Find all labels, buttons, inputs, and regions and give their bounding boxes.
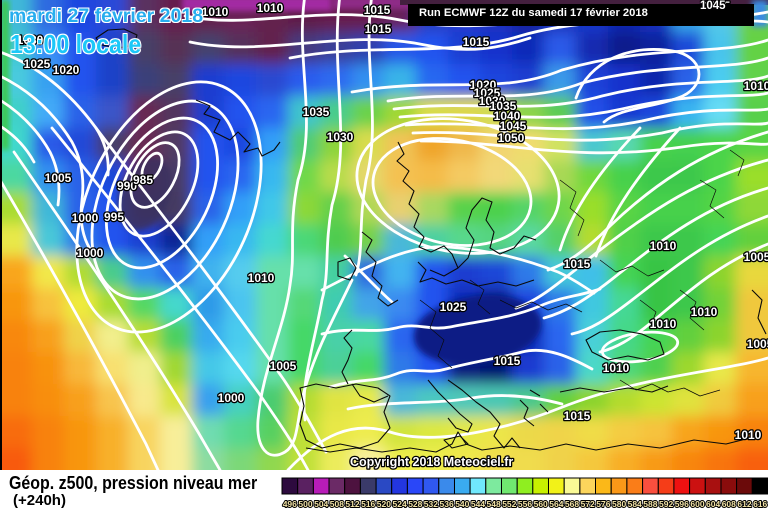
svg-text:596: 596 (675, 499, 689, 509)
svg-text:520: 520 (377, 499, 391, 509)
svg-text:532: 532 (424, 499, 438, 509)
svg-text:1015: 1015 (564, 409, 591, 423)
svg-text:1010: 1010 (257, 1, 284, 15)
svg-text:576: 576 (596, 499, 610, 509)
svg-text:1020: 1020 (470, 78, 497, 92)
svg-text:1010: 1010 (202, 5, 229, 19)
svg-text:536: 536 (440, 499, 454, 509)
svg-text:516: 516 (361, 499, 375, 509)
svg-text:524: 524 (393, 499, 407, 509)
svg-text:1025: 1025 (440, 300, 467, 314)
svg-text:1005: 1005 (747, 337, 768, 351)
svg-text:1005: 1005 (45, 171, 72, 185)
svg-text:1010: 1010 (650, 317, 677, 331)
svg-text:544: 544 (471, 499, 485, 509)
svg-text:985: 985 (133, 173, 153, 187)
svg-text:1010: 1010 (603, 361, 630, 375)
svg-text:1035: 1035 (490, 99, 517, 113)
svg-text:1015: 1015 (463, 35, 490, 49)
svg-text:1005: 1005 (270, 359, 297, 373)
svg-text:1030: 1030 (479, 94, 506, 108)
svg-text:1005: 1005 (744, 250, 768, 264)
svg-text:600: 600 (690, 499, 704, 509)
svg-text:500: 500 (298, 499, 312, 509)
svg-text:572: 572 (581, 499, 595, 509)
svg-text:1000: 1000 (72, 211, 99, 225)
svg-text:616: 616 (753, 499, 767, 509)
svg-text:1030: 1030 (327, 130, 354, 144)
svg-text:1030: 1030 (17, 33, 44, 47)
svg-text:584: 584 (628, 499, 642, 509)
svg-text:1010: 1010 (691, 305, 718, 319)
svg-text:1015: 1015 (365, 22, 392, 36)
svg-text:508: 508 (330, 499, 344, 509)
svg-text:548: 548 (487, 499, 501, 509)
svg-text:612: 612 (737, 499, 751, 509)
svg-text:1020: 1020 (53, 63, 80, 77)
svg-text:1035: 1035 (303, 105, 330, 119)
svg-text:552: 552 (502, 499, 516, 509)
svg-text:1040: 1040 (494, 109, 521, 123)
svg-text:560: 560 (534, 499, 548, 509)
svg-text:990: 990 (117, 179, 137, 193)
svg-text:1010: 1010 (650, 239, 677, 253)
svg-text:1025: 1025 (24, 57, 51, 71)
svg-text:1015: 1015 (494, 354, 521, 368)
svg-text:540: 540 (455, 499, 469, 509)
svg-text:1000: 1000 (218, 391, 245, 405)
svg-text:1025: 1025 (474, 86, 501, 100)
svg-text:1010: 1010 (735, 428, 762, 442)
svg-text:1050: 1050 (498, 131, 525, 145)
svg-text:604: 604 (706, 499, 720, 509)
svg-text:556: 556 (518, 499, 532, 509)
svg-text:568: 568 (565, 499, 579, 509)
svg-text:592: 592 (659, 499, 673, 509)
svg-text:608: 608 (722, 499, 736, 509)
svg-text:1000: 1000 (77, 246, 104, 260)
svg-text:512: 512 (345, 499, 359, 509)
svg-text:564: 564 (549, 499, 563, 509)
svg-text:580: 580 (612, 499, 626, 509)
svg-text:1045: 1045 (500, 119, 527, 133)
svg-text:588: 588 (643, 499, 657, 509)
svg-text:496: 496 (283, 499, 297, 509)
svg-text:504: 504 (314, 499, 328, 509)
svg-text:995: 995 (104, 210, 124, 224)
svg-text:1015: 1015 (564, 257, 591, 271)
svg-text:1010: 1010 (744, 79, 768, 93)
svg-text:Copyright 2018 Meteociel.fr: Copyright 2018 Meteociel.fr (350, 455, 513, 469)
svg-text:528: 528 (408, 499, 422, 509)
svg-text:1015: 1015 (364, 3, 391, 17)
svg-text:1010: 1010 (248, 271, 275, 285)
